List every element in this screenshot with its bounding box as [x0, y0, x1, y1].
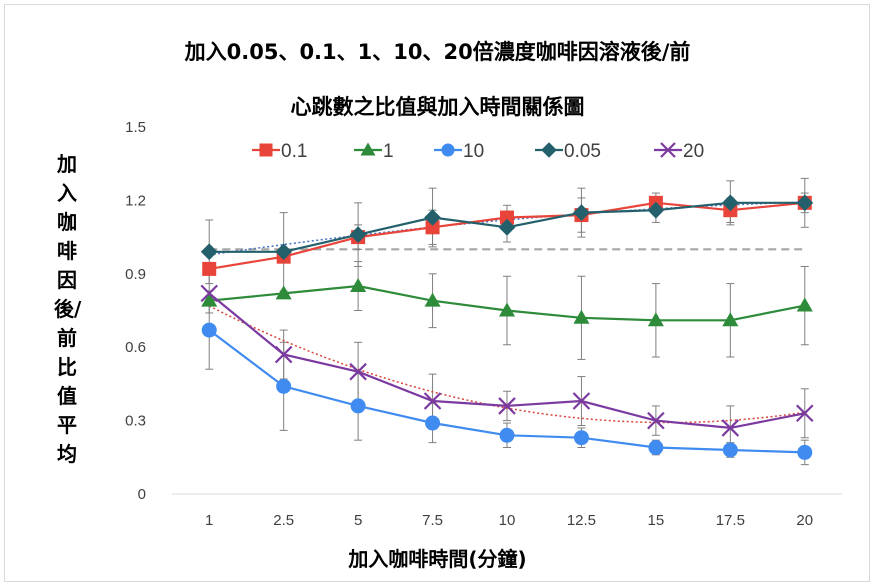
chart-area: [4, 4, 870, 582]
data-point-1: [201, 292, 218, 307]
data-point-0.05: [200, 243, 218, 261]
y-tick-label: 0: [138, 486, 146, 503]
data-point-0.05: [349, 226, 367, 244]
x-axis-label: 加入咖啡時間(分鐘): [348, 547, 527, 571]
data-point-1: [424, 292, 441, 307]
data-point-20: [200, 284, 218, 303]
x-tick-label: 2.5: [273, 512, 294, 529]
y-tick-label: 0.9: [125, 266, 146, 283]
x-tick-label: 1: [205, 512, 213, 529]
data-point-1: [350, 277, 367, 292]
y-axis-label: 加入咖啡因後/前比值平均: [54, 152, 82, 466]
legend-label-0.05: 0.05: [564, 141, 601, 162]
x-tick-label: 10: [499, 512, 516, 529]
data-point-10: [350, 398, 366, 414]
y-tick-label: 0.3: [125, 413, 146, 430]
data-point-10: [499, 427, 515, 443]
legend-marker-10: [441, 143, 455, 157]
data-point-20: [423, 392, 442, 410]
legend-label-20: 20: [683, 141, 704, 162]
x-tick-label: 17.5: [716, 512, 745, 529]
data-point-10: [722, 442, 738, 458]
x-tick-label: 12.5: [567, 512, 596, 529]
data-point-20: [498, 397, 516, 415]
data-point-0.1: [425, 220, 440, 235]
data-point-0.05: [573, 204, 590, 222]
data-point-1: [796, 297, 813, 312]
data-point-10: [276, 378, 292, 394]
legend-marker-0.05: [541, 142, 557, 158]
data-point-10: [648, 440, 664, 456]
data-point-1: [647, 312, 664, 327]
data-point-1: [722, 312, 739, 327]
legend-marker-20: [660, 142, 676, 158]
data-point-0.05: [424, 209, 441, 226]
data-point-10: [573, 430, 589, 446]
data-point-0.1: [202, 261, 217, 276]
x-tick-label: 20: [796, 512, 813, 529]
x-tick-label: 15: [648, 512, 665, 529]
data-point-1: [275, 285, 292, 300]
trendline: [209, 201, 805, 256]
data-point-0.05: [796, 194, 814, 212]
legend-label-0.1: 0.1: [281, 141, 307, 162]
x-tick-label: 5: [354, 512, 362, 529]
data-point-0.1: [500, 210, 514, 225]
data-point-1: [573, 309, 590, 324]
data-point-0.05: [275, 243, 293, 261]
data-point-20: [572, 392, 591, 410]
legend-marker-0.1: [259, 143, 273, 157]
data-point-20: [796, 404, 814, 423]
trendline: [208, 305, 805, 424]
legend-label-1: 1: [383, 141, 394, 162]
data-point-1: [498, 302, 516, 317]
data-point-20: [647, 411, 665, 430]
data-point-0.05: [647, 201, 665, 219]
data-point-20: [274, 345, 293, 364]
data-point-0.05: [498, 218, 516, 236]
data-point-20: [349, 362, 367, 381]
y-tick-label: 1.2: [125, 192, 146, 209]
legend-marker-1: [360, 142, 376, 156]
chart-title-line-2: 心跳數之比值與加入時間關係圖: [290, 95, 585, 119]
y-tick-label: 1.5: [125, 119, 146, 136]
chart-title-line-1: 加入0.05、0.1、1、10、20倍濃度咖啡因溶液後/前: [184, 40, 691, 64]
data-point-0.05: [721, 194, 739, 212]
data-point-10: [425, 415, 441, 431]
y-tick-label: 0.6: [125, 339, 146, 356]
data-point-10: [201, 322, 217, 338]
data-point-10: [797, 444, 813, 460]
data-point-20: [721, 419, 740, 437]
legend-label-10: 10: [463, 141, 484, 162]
x-tick-label: 7.5: [422, 512, 443, 529]
